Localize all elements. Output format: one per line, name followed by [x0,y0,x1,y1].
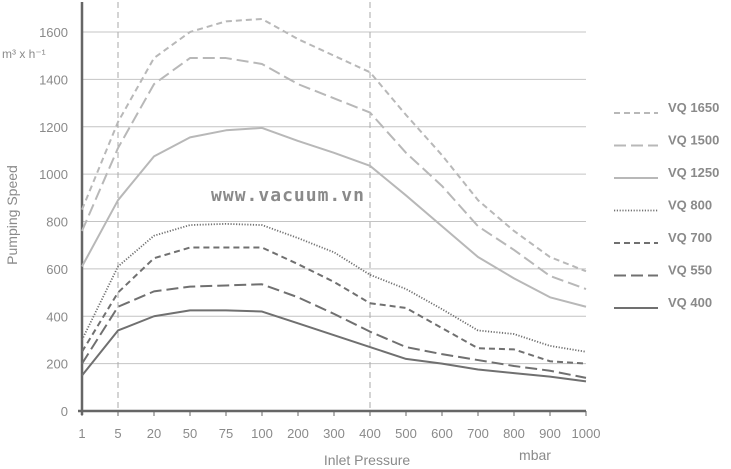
y-tick-label: 200 [46,357,68,372]
x-tick-label: 300 [323,426,345,441]
x-tick-label: 200 [287,426,309,441]
series-line-vq-700 [81,246,587,365]
y-tick-label: 1200 [39,120,68,135]
y-tick-label: 400 [46,309,68,324]
x-tick-label: 700 [467,426,489,441]
x-tick-label: 50 [183,426,197,441]
legend-label: VQ 1650 [668,100,719,115]
legend-label: VQ 400 [668,295,712,310]
y-unit-label: m³ x h⁻¹ [2,47,46,61]
y-tick-label: 800 [46,215,68,230]
x-tick-label: 900 [539,426,561,441]
series-line-vq-550 [81,283,587,379]
x-tick-label: 5 [114,426,121,441]
watermark: www.vacuum.vn [211,185,365,206]
x-tick-label: 75 [219,426,233,441]
legend-label: VQ 800 [668,198,712,213]
y-tick-label: 1000 [39,167,68,182]
y-axis-title: Pumping Speed [4,165,20,265]
y-tick-label: 1600 [39,25,68,40]
x-tick-label: 800 [503,426,525,441]
x-tick-label: 600 [431,426,453,441]
y-tick-label: 1400 [39,72,68,87]
legend: VQ 1650 VQ 1500 VQ 1250 VQ 800 VQ 700 VQ 550 V… [614,100,719,310]
legend-label: VQ 700 [668,230,712,245]
x-axis-title: Inlet Pressure [324,452,411,468]
legend-label: VQ 1500 [668,133,719,148]
series-line-vq-800 [81,222,587,353]
series-line-vq-1500 [81,57,587,290]
x-tick-label: 400 [359,426,381,441]
x-tick-label: 1 [78,426,85,441]
y-tick-label: 600 [46,262,68,277]
legend-label: VQ 1250 [668,165,719,180]
x-tick-label: 20 [147,426,161,441]
series-line-vq-400 [81,309,587,383]
y-tick-label: 0 [61,404,68,419]
series-line-vq-1250 [81,126,587,308]
x-tick-label: 500 [395,426,417,441]
series-line-vq-1650 [81,17,587,273]
legend-label: VQ 550 [668,263,712,278]
x-tick-label: 1000 [572,426,601,441]
x-unit-label: mbar [519,447,551,463]
x-tick-label: 100 [251,426,273,441]
